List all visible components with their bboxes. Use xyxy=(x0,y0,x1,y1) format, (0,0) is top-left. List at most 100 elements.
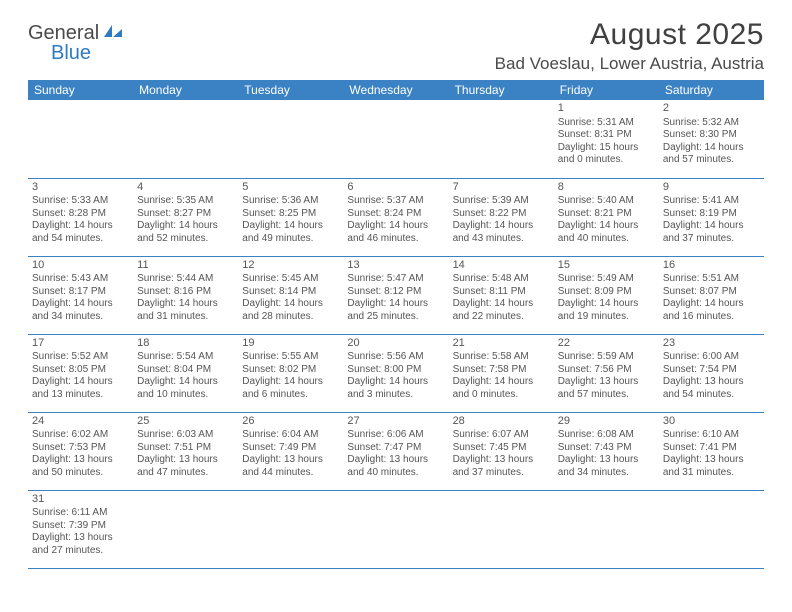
sunrise-line: Sunrise: 5:47 AM xyxy=(347,273,444,286)
day-number: 19 xyxy=(242,337,339,351)
sunset-line: Sunset: 8:07 PM xyxy=(663,286,760,299)
calendar-day-cell: 21Sunrise: 5:58 AMSunset: 7:58 PMDayligh… xyxy=(449,334,554,412)
sunset-line: Sunset: 7:41 PM xyxy=(663,442,760,455)
sunrise-line: Sunrise: 6:03 AM xyxy=(137,429,234,442)
sunset-line: Sunset: 7:53 PM xyxy=(32,442,129,455)
calendar-header-row: SundayMondayTuesdayWednesdayThursdayFrid… xyxy=(28,80,764,100)
calendar-table: SundayMondayTuesdayWednesdayThursdayFrid… xyxy=(28,80,764,569)
calendar-day-cell: 26Sunrise: 6:04 AMSunset: 7:49 PMDayligh… xyxy=(238,412,343,490)
calendar-empty-cell xyxy=(554,490,659,568)
sunrise-line: Sunrise: 6:08 AM xyxy=(558,429,655,442)
calendar-day-cell: 12Sunrise: 5:45 AMSunset: 8:14 PMDayligh… xyxy=(238,256,343,334)
daylight-line: Daylight: 14 hours and 22 minutes. xyxy=(453,298,550,323)
sunset-line: Sunset: 8:24 PM xyxy=(347,208,444,221)
day-number: 1 xyxy=(558,102,655,116)
day-number: 14 xyxy=(453,259,550,273)
calendar-day-cell: 28Sunrise: 6:07 AMSunset: 7:45 PMDayligh… xyxy=(449,412,554,490)
day-number: 21 xyxy=(453,337,550,351)
sunrise-line: Sunrise: 6:10 AM xyxy=(663,429,760,442)
calendar-day-cell: 20Sunrise: 5:56 AMSunset: 8:00 PMDayligh… xyxy=(343,334,448,412)
day-number: 30 xyxy=(663,415,760,429)
sunset-line: Sunset: 8:30 PM xyxy=(663,129,760,142)
sunrise-line: Sunrise: 6:02 AM xyxy=(32,429,129,442)
day-number: 13 xyxy=(347,259,444,273)
calendar-empty-cell xyxy=(238,490,343,568)
calendar-week-row: 1Sunrise: 5:31 AMSunset: 8:31 PMDaylight… xyxy=(28,100,764,178)
day-header: Monday xyxy=(133,80,238,100)
daylight-line: Daylight: 14 hours and 37 minutes. xyxy=(663,220,760,245)
day-number: 23 xyxy=(663,337,760,351)
day-number: 28 xyxy=(453,415,550,429)
sunrise-line: Sunrise: 5:43 AM xyxy=(32,273,129,286)
daylight-line: Daylight: 13 hours and 54 minutes. xyxy=(663,376,760,401)
calendar-week-row: 24Sunrise: 6:02 AMSunset: 7:53 PM Dayligh… xyxy=(28,412,764,490)
calendar-week-row: 31Sunrise: 6:11 AMSunset: 7:39 PMDayligh… xyxy=(28,490,764,568)
day-number: 24 xyxy=(32,415,129,429)
daylight-line: Daylight: 14 hours and 43 minutes. xyxy=(453,220,550,245)
sunrise-line: Sunrise: 5:32 AM xyxy=(663,117,760,130)
sunrise-line: Sunrise: 5:33 AM xyxy=(32,195,129,208)
day-number: 9 xyxy=(663,181,760,195)
sunset-line: Sunset: 8:09 PM xyxy=(558,286,655,299)
calendar-day-cell: 18Sunrise: 5:54 AMSunset: 8:04 PMDayligh… xyxy=(133,334,238,412)
sunset-line: Sunset: 8:00 PM xyxy=(347,364,444,377)
sunrise-line: Sunrise: 5:52 AM xyxy=(32,351,129,364)
day-number: 2 xyxy=(663,102,760,116)
day-number: 8 xyxy=(558,181,655,195)
daylight-line: Daylight: 14 hours and 46 minutes. xyxy=(347,220,444,245)
calendar-day-cell: 29Sunrise: 6:08 AMSunset: 7:43 PMDayligh… xyxy=(554,412,659,490)
sunrise-line: Sunrise: 5:45 AM xyxy=(242,273,339,286)
daylight-line: Daylight: 14 hours and 10 minutes. xyxy=(137,376,234,401)
brand-word2: Blue xyxy=(51,42,91,65)
daylight-line: Daylight: 14 hours and 34 minutes. xyxy=(32,298,129,323)
sunset-line: Sunset: 8:19 PM xyxy=(663,208,760,221)
sunrise-line: Sunrise: 5:31 AM xyxy=(558,117,655,130)
sunset-line: Sunset: 8:27 PM xyxy=(137,208,234,221)
sunrise-line: Sunrise: 6:06 AM xyxy=(347,429,444,442)
calendar-empty-cell xyxy=(343,100,448,178)
sunset-line: Sunset: 7:49 PM xyxy=(242,442,339,455)
calendar-empty-cell xyxy=(28,100,133,178)
daylight-line: Daylight: 13 hours and 44 minutes. xyxy=(242,454,339,479)
day-number: 15 xyxy=(558,259,655,273)
calendar-day-cell: 30Sunrise: 6:10 AMSunset: 7:41 PMDayligh… xyxy=(659,412,764,490)
day-number: 3 xyxy=(32,181,129,195)
sunrise-line: Sunrise: 5:37 AM xyxy=(347,195,444,208)
calendar-empty-cell xyxy=(238,100,343,178)
daylight-line: Daylight: 14 hours and 3 minutes. xyxy=(347,376,444,401)
calendar-empty-cell xyxy=(449,100,554,178)
calendar-day-cell: 22Sunrise: 5:59 AMSunset: 7:56 PMDayligh… xyxy=(554,334,659,412)
calendar-week-row: 3Sunrise: 5:33 AMSunset: 8:28 PM Daylight… xyxy=(28,178,764,256)
daylight-line: Daylight: 14 hours and 52 minutes. xyxy=(137,220,234,245)
day-number: 22 xyxy=(558,337,655,351)
sunset-line: Sunset: 8:05 PM xyxy=(32,364,129,377)
daylight-line: Daylight: 14 hours and 40 minutes. xyxy=(558,220,655,245)
sunrise-line: Sunrise: 5:54 AM xyxy=(137,351,234,364)
month-title: August 2025 xyxy=(495,18,764,52)
sunrise-line: Sunrise: 5:39 AM xyxy=(453,195,550,208)
daylight-line: Daylight: 13 hours and 57 minutes. xyxy=(558,376,655,401)
calendar-day-cell: 3Sunrise: 5:33 AMSunset: 8:28 PMDaylight… xyxy=(28,178,133,256)
sunset-line: Sunset: 8:02 PM xyxy=(242,364,339,377)
sunset-line: Sunset: 7:39 PM xyxy=(32,520,129,533)
calendar-day-cell: 9Sunrise: 5:41 AMSunset: 8:19 PMDaylight… xyxy=(659,178,764,256)
sunrise-line: Sunrise: 6:07 AM xyxy=(453,429,550,442)
daylight-line: Daylight: 14 hours and 25 minutes. xyxy=(347,298,444,323)
day-number: 20 xyxy=(347,337,444,351)
sunset-line: Sunset: 8:28 PM xyxy=(32,208,129,221)
day-number: 12 xyxy=(242,259,339,273)
day-header: Wednesday xyxy=(343,80,448,100)
day-header: Thursday xyxy=(449,80,554,100)
sunset-line: Sunset: 8:22 PM xyxy=(453,208,550,221)
day-number: 18 xyxy=(137,337,234,351)
daylight-line: Daylight: 14 hours and 49 minutes. xyxy=(242,220,339,245)
sunset-line: Sunset: 8:31 PM xyxy=(558,129,655,142)
daylight-line: Daylight: 13 hours and 47 minutes. xyxy=(137,454,234,479)
header: General August 2025 Bad Voeslau, Lower A… xyxy=(28,18,764,74)
sunrise-line: Sunrise: 5:44 AM xyxy=(137,273,234,286)
day-number: 10 xyxy=(32,259,129,273)
day-number: 17 xyxy=(32,337,129,351)
sunrise-line: Sunrise: 6:04 AM xyxy=(242,429,339,442)
calendar-week-row: 17Sunrise: 5:52 AMSunset: 8:05 PM Dayligh… xyxy=(28,334,764,412)
calendar-day-cell: 16Sunrise: 5:51 AMSunset: 8:07 PMDayligh… xyxy=(659,256,764,334)
